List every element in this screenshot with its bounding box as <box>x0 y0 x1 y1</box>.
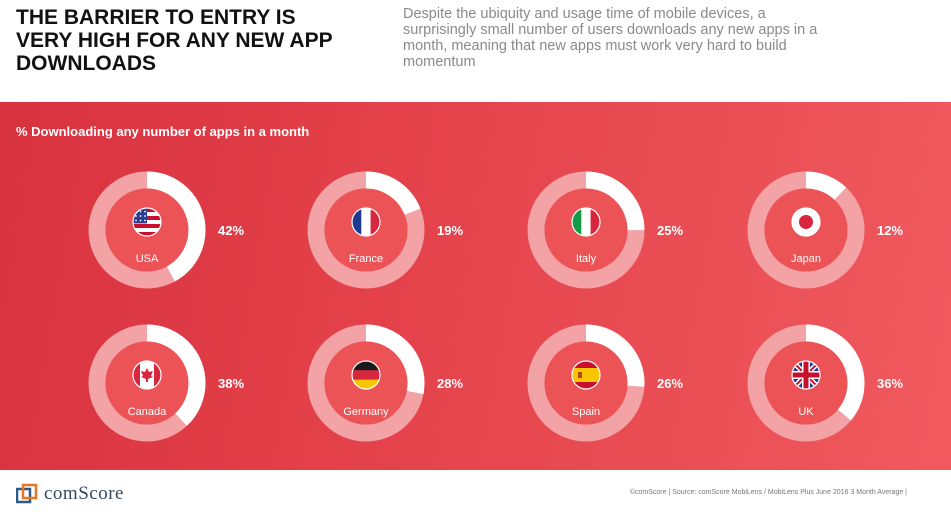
donut-uk: UK 36% <box>747 324 903 442</box>
spain-flag-icon <box>571 360 601 390</box>
logo-text: comScore <box>44 483 124 504</box>
donut-charts: USA 42% France 19% Italy 25% Japan 12% Canada 38%… <box>88 171 903 442</box>
value-label: 42% <box>218 223 244 238</box>
donut-japan: Japan 12% <box>747 171 903 289</box>
donut-slice-italy <box>527 171 645 289</box>
donut-germany: Germany 28% <box>307 324 463 442</box>
donut-slice-germany <box>307 324 425 442</box>
donut-italy: Italy 25% <box>527 171 683 289</box>
chart-title: % Downloading any number of apps in a mo… <box>16 124 310 139</box>
country-label: Germany <box>343 406 389 418</box>
country-label: USA <box>136 253 159 265</box>
country-label: Canada <box>128 406 167 418</box>
comscore-logo-icon <box>16 483 38 504</box>
donut-track <box>747 171 865 289</box>
value-label: 28% <box>437 376 463 391</box>
donut-slice-spain <box>527 324 645 442</box>
donut-slice-canada <box>88 324 206 442</box>
canada-flag-icon <box>132 360 162 390</box>
donut-canada: Canada 38% <box>88 324 244 442</box>
footer: comScore ©comScore | Source: comScore Mo… <box>0 470 951 515</box>
donut-slice-france <box>307 171 425 289</box>
donut-usa: USA 42% <box>88 171 244 289</box>
value-label: 12% <box>877 223 903 238</box>
italy-flag-icon <box>571 207 601 237</box>
value-label: 38% <box>218 376 244 391</box>
value-label: 36% <box>877 376 903 391</box>
country-label: UK <box>798 406 814 418</box>
source-note: ©comScore | Source: comScore MobiLens / … <box>629 489 907 496</box>
country-label: Japan <box>791 253 821 265</box>
country-label: Spain <box>572 406 600 418</box>
page-subtitle: Despite the ubiquity and usage time of m… <box>403 6 818 70</box>
value-label: 26% <box>657 376 683 391</box>
donut-slice-usa <box>88 171 206 289</box>
germany-flag-icon <box>351 360 381 390</box>
chart-panel: % Downloading any number of apps in a mo… <box>0 102 951 470</box>
donut-slice-uk <box>747 324 865 442</box>
page-title: THE BARRIER TO ENTRY IS VERY HIGH FOR AN… <box>16 6 333 75</box>
france-flag-icon <box>351 207 381 237</box>
country-label: France <box>349 253 383 265</box>
donut-france: France 19% <box>307 171 463 289</box>
uk-flag-icon <box>791 360 821 390</box>
us-flag-icon <box>132 207 162 237</box>
value-label: 19% <box>437 223 463 238</box>
japan-flag-icon <box>791 207 821 237</box>
donut-spain: Spain 26% <box>527 324 683 442</box>
value-label: 25% <box>657 223 683 238</box>
comscore-logo: comScore <box>16 483 124 505</box>
country-label: Italy <box>576 253 597 265</box>
